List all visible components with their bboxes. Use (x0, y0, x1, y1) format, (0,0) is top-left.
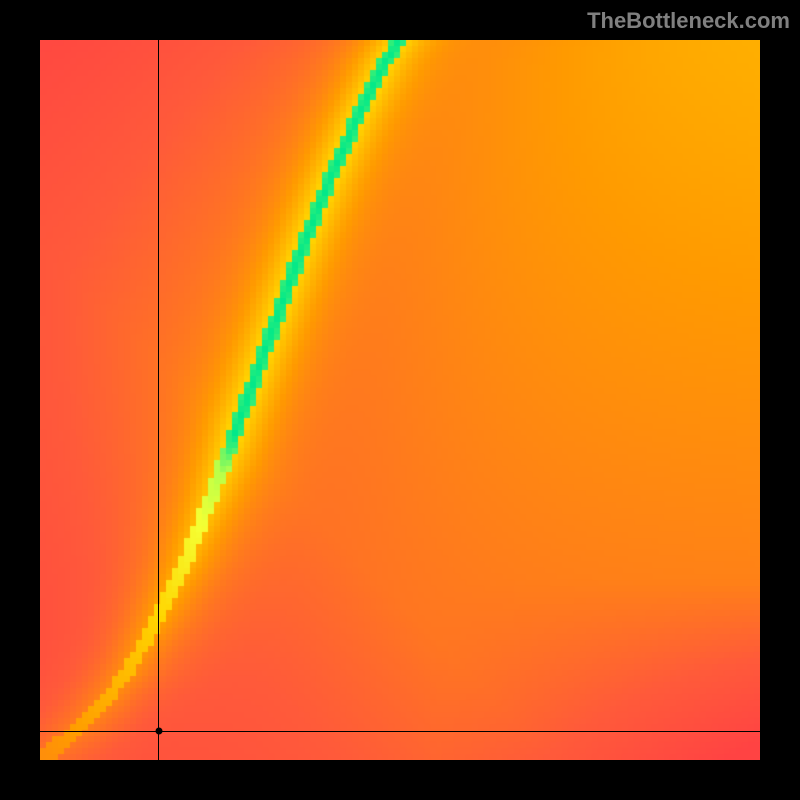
heatmap-plot-area (40, 40, 760, 760)
crosshair-point (155, 728, 162, 735)
crosshair-vertical-line (158, 40, 159, 760)
crosshair-horizontal-line (40, 731, 760, 732)
watermark-text: TheBottleneck.com (587, 8, 790, 34)
heatmap-canvas (40, 40, 760, 760)
chart-container: TheBottleneck.com (0, 0, 800, 800)
